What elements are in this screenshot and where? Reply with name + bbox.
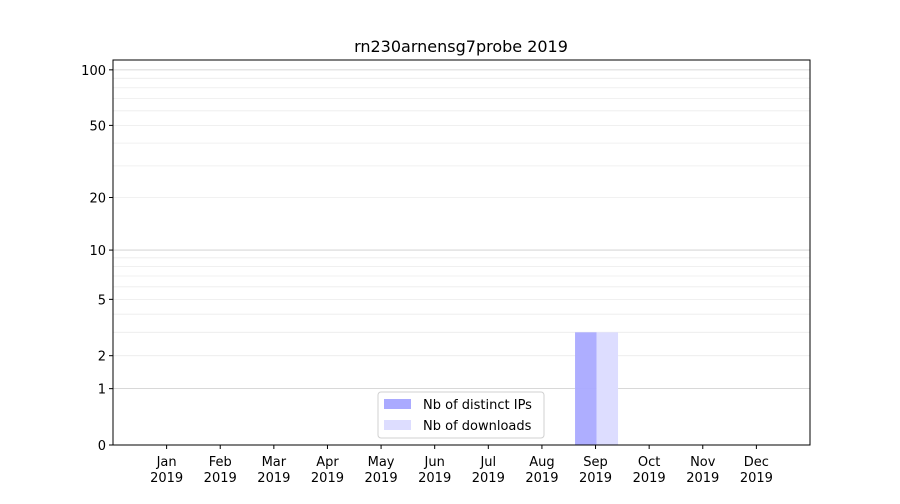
x-axis: Jan 2019 Feb 2019 Mar 2019 Apr 2019 May 2019 Jun 20… bbox=[150, 445, 773, 486]
x-tick-label: Nov 2019 bbox=[686, 455, 719, 486]
x-tick-label: Sep 2019 bbox=[579, 455, 612, 486]
y-tick-label: 20 bbox=[89, 192, 106, 207]
x-tick-label: Feb 2019 bbox=[204, 455, 237, 486]
legend-swatch bbox=[384, 399, 411, 409]
legend: Nb of distinct IPs Nb of downloads bbox=[377, 391, 545, 439]
y-tick-label: 5 bbox=[98, 293, 106, 308]
grid bbox=[113, 69, 810, 390]
y-tick-label: 100 bbox=[81, 64, 106, 79]
x-tick-label: Oct 2019 bbox=[633, 455, 666, 486]
legend-label: Nb of downloads bbox=[423, 419, 532, 434]
x-tick-label: Mar 2019 bbox=[257, 455, 290, 486]
legend-label: Nb of distinct IPs bbox=[423, 398, 532, 413]
legend-frame bbox=[377, 391, 545, 439]
chart-title: rn230arnensg7probe 2019 bbox=[354, 37, 568, 56]
x-tick-label: May 2019 bbox=[365, 455, 398, 486]
x-tick-label: Apr 2019 bbox=[311, 455, 344, 486]
x-tick-label: Jul 2019 bbox=[472, 455, 505, 486]
y-tick-label: 10 bbox=[89, 244, 106, 259]
y-tick-label: 1 bbox=[98, 383, 106, 398]
bar-distinct-ips bbox=[575, 332, 597, 445]
y-tick-label: 0 bbox=[98, 439, 106, 454]
bars bbox=[575, 332, 619, 445]
y-tick-label: 2 bbox=[98, 350, 106, 365]
y-axis: 0 1 2 5 10 20 50 100 bbox=[81, 64, 113, 454]
plot-frame bbox=[112, 59, 811, 446]
x-tick-label: Dec 2019 bbox=[740, 455, 773, 486]
x-tick-label: Jun 2019 bbox=[418, 455, 451, 486]
y-tick-label: 50 bbox=[89, 119, 106, 134]
x-tick-label: Aug 2019 bbox=[525, 455, 558, 486]
x-tick-label: Jan 2019 bbox=[150, 455, 183, 486]
bar-downloads bbox=[596, 332, 619, 445]
legend-swatch bbox=[384, 420, 411, 430]
